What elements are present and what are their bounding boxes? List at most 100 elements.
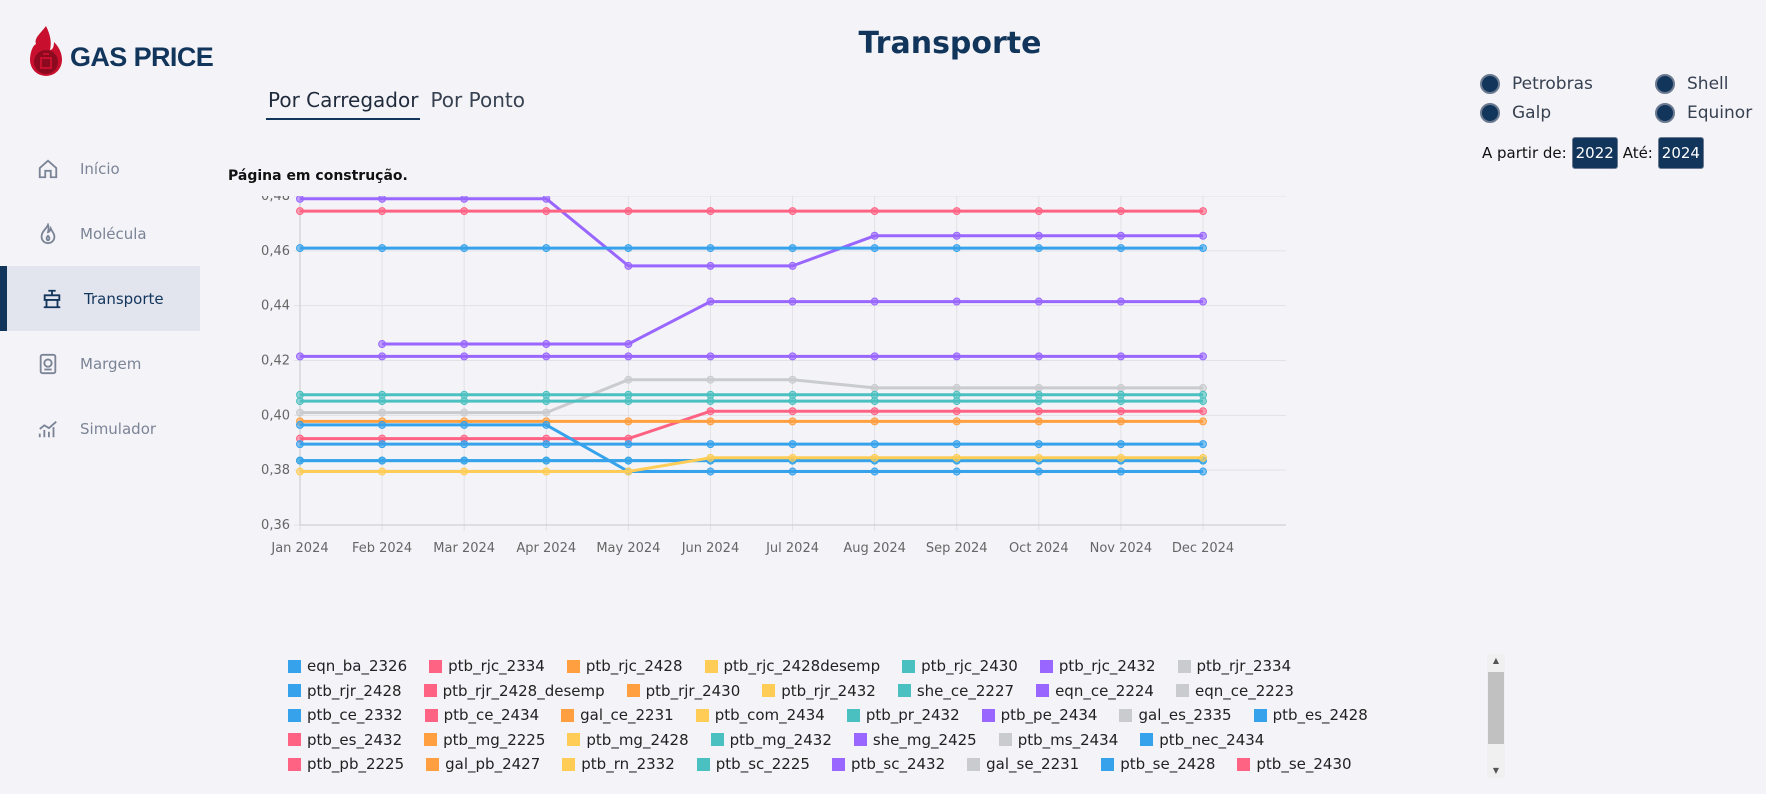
sidebar-item-transporte[interactable]: Transporte [0,266,200,331]
y-tick-label: 0,38 [261,463,290,478]
brand-name: GAS PRICE [70,41,214,72]
legend-label: ptb_rjc_2428desemp [723,657,881,676]
data-point [788,407,797,416]
chart-icon [36,417,60,441]
data-point [378,244,387,253]
legend-item[interactable]: ptb_se_2428 [1101,755,1215,773]
sidebar-item-margem[interactable]: Margem [0,331,200,396]
data-point [788,397,797,406]
company-option-equinor[interactable]: Equinor [1655,103,1766,123]
legend-label: ptb_es_2428 [1272,706,1368,725]
chart-legend: eqn_ba_2326 ptb_rjc_2334 ptb_rjc_2428 ptb_r… [288,654,1493,778]
legend-swatch [288,659,301,673]
flame-logo-icon [30,26,62,76]
y-tick-label: 0,42 [261,354,290,369]
data-point [706,440,715,449]
to-label: Até: [1622,144,1653,162]
data-point [460,196,469,203]
data-point [1034,244,1043,253]
data-point [952,231,961,240]
scroll-thumb[interactable] [1488,672,1504,744]
legend-item[interactable]: ptb_rjr_2334 [1177,657,1291,675]
legend-swatch [426,757,440,771]
sidebar-item-label: Simulador [80,419,157,438]
legend-label: ptb_rjr_2430 [645,681,741,700]
legend-item[interactable]: ptb_rjc_2428 [566,657,683,675]
data-point [542,408,551,417]
legend-item[interactable]: ptb_pe_2434 [981,706,1097,724]
legend-label: ptb_pb_2225 [307,755,405,774]
legend-item[interactable]: ptb_ce_2332 [288,706,403,724]
legend-item[interactable]: ptb_pr_2432 [846,706,960,725]
data-point [378,340,387,349]
legend-scrollbar[interactable]: ▲ ▼ [1487,654,1505,778]
data-point [1116,407,1125,416]
legend-label: ptb_rjr_2428_desemp [442,681,605,700]
legend-item[interactable]: ptb_es_2428 [1253,706,1368,725]
data-point [1116,467,1125,476]
legend-item[interactable]: eqn_ba_2326 [288,657,407,675]
company-option-shell[interactable]: Shell [1655,74,1766,94]
legend-item[interactable]: ptb_rn_2332 [562,755,675,773]
from-year-input[interactable] [1571,137,1618,169]
sidebar-item-molecula[interactable]: Molécula [0,201,200,266]
data-point [1199,467,1207,476]
data-point [378,408,387,417]
data-point [1116,297,1125,306]
legend-item[interactable]: ptb_rjr_2432 [762,682,876,700]
scroll-up-icon[interactable]: ▲ [1492,656,1500,665]
data-point [706,397,715,406]
legend-item[interactable]: gal_ce_2231 [561,706,674,724]
legend-item[interactable]: eqn_ce_2224 [1036,682,1154,700]
legend-item[interactable]: ptb_rjc_2334 [429,657,545,675]
data-point [706,375,715,384]
legend-item[interactable]: ptb_pb_2225 [288,755,404,773]
legend-item[interactable]: ptb_mg_2225 [424,731,545,749]
brand-logo[interactable]: GAS PRICE [26,24,214,82]
legend-item[interactable]: ptb_sc_2225 [696,755,810,773]
legend-item[interactable]: ptb_rjr_2428_desemp [423,681,605,700]
data-point [378,467,387,476]
data-point [870,397,879,406]
legend-item[interactable]: ptb_mg_2428 [567,731,689,749]
data-point [952,383,961,392]
legend-label: ptb_ce_2434 [443,706,540,725]
legend-label: eqn_ce_2224 [1055,681,1154,700]
scroll-down-icon[interactable]: ▼ [1492,766,1500,775]
legend-item[interactable]: eqn_ce_2223 [1175,682,1294,700]
legend-item[interactable]: ptb_nec_2434 [1140,731,1264,749]
legend-item[interactable]: she_mg_2425 [853,731,977,749]
legend-item[interactable]: ptb_rjr_2430 [626,681,741,700]
company-option-petrobras[interactable]: Petrobras [1480,74,1655,94]
legend-item[interactable]: ptb_ce_2434 [424,706,540,725]
legend-item[interactable]: gal_es_2335 [1119,706,1232,724]
legend-item[interactable]: ptb_rjc_2428desemp [704,657,881,676]
y-tick-label: 0,40 [261,408,290,423]
to-year-input[interactable] [1657,137,1704,169]
legend-item[interactable]: ptb_se_2430 [1237,755,1352,773]
legend-item[interactable]: ptb_mg_2432 [710,731,832,749]
data-point [624,417,633,426]
data-point [952,207,961,216]
legend-item[interactable]: gal_se_2231 [967,755,1079,773]
legend-item[interactable]: ptb_com_2434 [695,706,825,724]
legend-item[interactable]: ptb_rjc_2432 [1039,657,1156,675]
legend-label: ptb_pr_2432 [865,706,960,725]
legend-item[interactable]: she_ce_2227 [897,682,1014,700]
data-point [788,297,797,306]
sidebar-item-simulador[interactable]: Simulador [0,396,200,461]
legend-item[interactable]: ptb_rjc_2430 [902,657,1018,675]
legend-item[interactable]: ptb_sc_2432 [831,755,945,773]
legend-item[interactable]: ptb_es_2432 [288,731,402,749]
legend-swatch [1039,659,1053,673]
legend-item[interactable]: ptb_ms_2434 [998,731,1118,749]
data-point [1199,383,1207,392]
tab-por-ponto[interactable]: Por Ponto [430,88,525,112]
legend-swatch [696,757,710,771]
legend-swatch [897,684,911,698]
legend-item[interactable]: gal_pb_2427 [426,755,540,773]
legend-item[interactable]: ptb_rjr_2428 [288,682,402,700]
sidebar-item-inicio[interactable]: Início [0,136,200,201]
company-option-galp[interactable]: Galp [1480,103,1655,123]
tab-por-carregador[interactable]: Por Carregador [266,86,421,120]
